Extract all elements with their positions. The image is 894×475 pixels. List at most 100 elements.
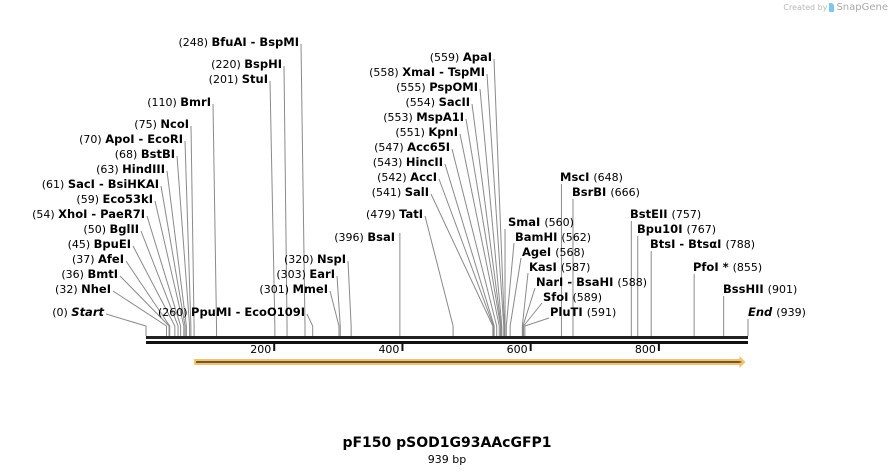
enzyme-site-label[interactable]: (201) StuI xyxy=(209,72,268,86)
sequence-length: 939 bp xyxy=(427,453,467,466)
enzyme-site-label[interactable]: (220) BspHI xyxy=(211,57,282,71)
enzyme-name: NarI - BsaHI xyxy=(536,275,617,289)
enzyme-site-label[interactable]: (260) PpuMI - EcoO109I xyxy=(158,305,305,319)
enzyme-site-label[interactable]: (50) BglII xyxy=(83,222,139,236)
enzyme-site-label[interactable]: KasI (587) xyxy=(529,260,590,274)
enzyme-name: AgeI xyxy=(522,245,555,259)
enzyme-site-label[interactable]: (0) Start xyxy=(52,305,104,319)
enzyme-name: MspA1I xyxy=(416,110,464,124)
enzyme-site-label[interactable]: BamHI (562) xyxy=(515,230,591,244)
enzyme-name: BspHI xyxy=(244,57,282,71)
enzyme-site-label[interactable]: (37) AfeI xyxy=(72,252,124,266)
feature-arrow-core xyxy=(196,361,743,363)
enzyme-site-label[interactable]: (63) HindIII xyxy=(96,162,165,176)
enzyme-name: SalI xyxy=(405,185,429,199)
site-position: (553) xyxy=(383,111,416,124)
enzyme-site-label[interactable]: (543) HincII xyxy=(373,155,443,169)
site-position: (110) xyxy=(147,96,180,109)
enzyme-site-label[interactable]: BstEII (757) xyxy=(630,207,701,221)
ruler-tick xyxy=(401,344,404,351)
enzyme-site-label[interactable]: (301) MmeI xyxy=(259,282,328,296)
site-position: (542) xyxy=(377,171,410,184)
site-position: (63) xyxy=(96,163,122,176)
enzyme-site-label[interactable]: AgeI (568) xyxy=(522,245,585,259)
enzyme-site-label[interactable]: BtsI - BtsαI (788) xyxy=(650,237,755,251)
enzyme-site-label[interactable]: (559) ApaI xyxy=(430,50,492,64)
enzyme-name: BfuAI - BspMI xyxy=(212,35,299,49)
enzyme-name: KpnI xyxy=(428,125,458,139)
enzyme-name: BpuEI xyxy=(94,237,131,251)
site-position: (558) xyxy=(369,66,402,79)
site-leader-lines xyxy=(105,43,749,336)
enzyme-site-label[interactable]: (59) Eco53kI xyxy=(76,192,153,206)
enzyme-name: StuI xyxy=(242,72,268,86)
enzyme-site-label[interactable]: (36) BmtI xyxy=(61,267,118,281)
enzyme-site-label[interactable]: (75) NcoI xyxy=(134,117,189,131)
enzyme-labels: (248) BfuAI - BspMI (220) BspHI(201) StuI… xyxy=(32,35,806,319)
enzyme-name: XmaI - TspMI xyxy=(402,65,485,79)
site-position: (562) xyxy=(561,231,591,244)
enzyme-site-label[interactable]: (547) Acc65I xyxy=(374,140,450,154)
site-position: (37) xyxy=(72,253,98,266)
enzyme-site-label[interactable]: (554) SacII xyxy=(406,95,471,109)
enzyme-name: BmtI xyxy=(87,267,118,281)
enzyme-name: BtsI - BtsαI xyxy=(650,237,725,251)
enzyme-name: PspOMI xyxy=(429,80,478,94)
site-position: (32) xyxy=(55,283,81,296)
enzyme-name: MscI xyxy=(560,170,593,184)
enzyme-site-label[interactable]: BssHII (901) xyxy=(723,282,797,296)
enzyme-site-label[interactable]: NarI - BsaHI (588) xyxy=(536,275,647,289)
site-position: (61) xyxy=(42,178,68,191)
enzyme-site-label[interactable]: (70) ApoI - EcoRI xyxy=(79,132,183,146)
enzyme-site-label[interactable]: (553) MspA1I xyxy=(383,110,464,124)
enzyme-site-label[interactable]: (61) SacI - BsiHKAI xyxy=(42,177,159,191)
enzyme-site-label[interactable]: (45) BpuEI xyxy=(68,237,131,251)
feature-arrow[interactable] xyxy=(194,356,746,368)
enzyme-site-label[interactable]: (479) TatI xyxy=(366,207,423,221)
enzyme-site-label[interactable]: (558) XmaI - TspMI xyxy=(369,65,485,79)
enzyme-site-label[interactable]: MscI (648) xyxy=(560,170,623,184)
site-position: (36) xyxy=(61,268,87,281)
enzyme-site-label[interactable]: (32) NheI xyxy=(55,282,111,296)
enzyme-site-label[interactable]: (54) XhoI - PaeR7I xyxy=(32,207,145,221)
enzyme-site-label[interactable]: End (939) xyxy=(748,305,806,319)
enzyme-site-label[interactable]: SmaI (560) xyxy=(508,215,574,229)
ruler-ticks: 200 400 600 800 xyxy=(250,343,660,356)
enzyme-name: Acc65I xyxy=(407,140,450,154)
enzyme-site-label[interactable]: (110) BmrI xyxy=(147,95,211,109)
enzyme-site-label[interactable]: PluTI (591) xyxy=(550,305,616,319)
site-position: (68) xyxy=(115,148,141,161)
enzyme-site-label[interactable]: (541) SalI xyxy=(372,185,429,199)
enzyme-site-label[interactable]: (320) NspI xyxy=(284,252,346,266)
sequence-title: pF150 pSOD1G93AAcGFP1 xyxy=(342,435,552,451)
site-position: (70) xyxy=(79,133,105,146)
enzyme-site-label[interactable]: (396) BsaI xyxy=(334,230,395,244)
enzyme-name: NheI xyxy=(81,282,111,296)
enzyme-name: BglII xyxy=(110,222,140,236)
enzyme-site-label[interactable]: Bpu10I (767) xyxy=(637,222,716,236)
enzyme-site-label[interactable]: (551) KpnI xyxy=(395,125,458,139)
snapgene-logo-icon xyxy=(829,3,835,12)
site-position: (320) xyxy=(284,253,317,266)
site-position: (591) xyxy=(587,306,617,319)
enzyme-site-label[interactable]: BsrBI (666) xyxy=(572,185,640,199)
enzyme-name: BstBI xyxy=(141,147,175,161)
site-position: (554) xyxy=(406,96,439,109)
enzyme-site-label[interactable]: (542) AccI xyxy=(377,170,437,184)
ruler-tick-label: 200 xyxy=(250,343,271,356)
ruler-tick xyxy=(657,344,660,351)
enzyme-site-label[interactable]: (303) EarI xyxy=(276,267,335,281)
enzyme-site-label[interactable]: (68) BstBI xyxy=(115,147,175,161)
enzyme-name: SmaI xyxy=(508,215,544,229)
site-position: (0) xyxy=(52,306,71,319)
enzyme-site-label[interactable]: (248) BfuAI - BspMI xyxy=(178,35,299,49)
enzyme-site-label[interactable]: SfoI (589) xyxy=(543,290,602,304)
enzyme-name: HincII xyxy=(406,155,443,169)
site-position: (666) xyxy=(610,186,640,199)
enzyme-name: BamHI xyxy=(515,230,561,244)
enzyme-site-label[interactable]: PfoI * (855) xyxy=(693,260,762,274)
site-position: (248) xyxy=(178,36,211,49)
enzyme-site-label[interactable]: (555) PspOMI xyxy=(396,80,478,94)
site-position: (767) xyxy=(686,223,716,236)
site-position: (75) xyxy=(134,118,160,131)
